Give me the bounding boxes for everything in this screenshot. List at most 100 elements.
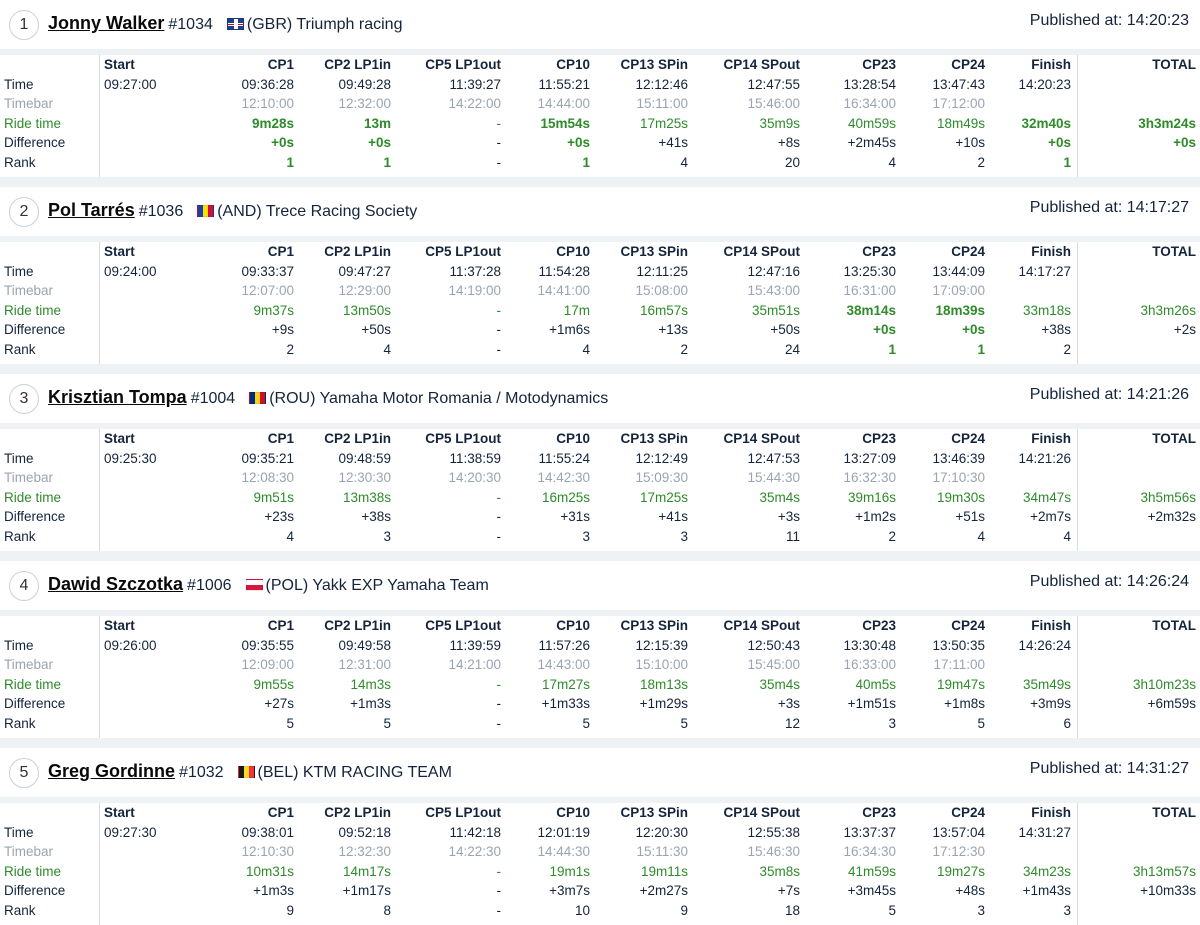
column-header-row: Start CP1 CP2 LP1in CP5 LP1out CP10 CP13 SPin…: [0, 242, 1200, 262]
cell-cp13-spin: 15:08:00: [635, 283, 688, 299]
cell-cp1: 1: [286, 154, 294, 170]
position-badge: 2: [9, 197, 39, 227]
rider-info: Dawid Szczotka #1006 (POL) Yakk EXP Yamaha…: [48, 574, 489, 595]
rider-name-link[interactable]: Greg Gordinne: [48, 761, 176, 781]
published-time: Published at: 14:21:26: [1030, 386, 1189, 404]
row-label: Timebar: [4, 96, 54, 112]
cell-cp13-spin: 9: [680, 902, 688, 918]
cell-cp13-spin: 12:12:49: [635, 450, 688, 466]
cell-cp14-spout: 18: [784, 902, 800, 918]
split-table: Start CP1 CP2 LP1in CP5 LP1out CP10 CP13 SPin…: [0, 242, 1200, 360]
column-header-row: Start CP1 CP2 LP1in CP5 LP1out CP10 CP13 SPin…: [0, 803, 1200, 823]
column-divider: [1077, 803, 1078, 925]
cell-cp10: 14:41:00: [537, 283, 590, 299]
pol-flag-icon: [245, 579, 263, 591]
cell-cp23: +3m45s: [847, 883, 896, 899]
published-time: Published at: 14:17:27: [1030, 199, 1189, 217]
column-header-cp10: CP10: [556, 57, 590, 72]
row-label: Difference: [4, 135, 66, 151]
column-header-cp13-spin: CP13 SPin: [620, 57, 688, 72]
cell-cp5-lp1out: 11:39:59: [449, 637, 501, 653]
cell-cp24: 4: [977, 528, 985, 544]
cell-cp10: 4: [582, 341, 590, 357]
published-value: 14:20:23: [1126, 12, 1189, 29]
rider-name-link[interactable]: Dawid Szczotka: [48, 574, 184, 594]
cell-cp14-spout: +8s: [777, 135, 800, 151]
split-table: Start CP1 CP2 LP1in CP5 LP1out CP10 CP13 SPin…: [0, 55, 1200, 173]
column-header-row: Start CP1 CP2 LP1in CP5 LP1out CP10 CP13 SPin…: [0, 55, 1200, 75]
table-row-timebar: Timebar 12:08:30 12:30:30 14:20:30 14:42:30 1…: [0, 468, 1200, 488]
column-header-cp1: CP1: [267, 57, 294, 72]
cell-finish: +38s: [1041, 322, 1071, 338]
cell-cp14-spout: 12:47:55: [747, 76, 800, 92]
column-divider: [1077, 55, 1078, 177]
cell-cp13-spin: 4: [680, 154, 688, 170]
cell-cp5-lp1out: 11:42:18: [449, 824, 501, 840]
cell-cp13-spin: +41s: [658, 135, 688, 151]
cell-cp1: +27s: [264, 696, 294, 712]
cell-cp24: +48s: [955, 883, 985, 899]
and-flag-icon: [197, 205, 215, 217]
column-divider: [99, 429, 100, 551]
cell-cp23: 41m59s: [847, 863, 896, 879]
cell-cp2-lp1in: +1m3s: [350, 696, 391, 712]
column-divider: [99, 616, 100, 738]
rider-team: Triumph racing: [296, 16, 403, 33]
cell-cp23: 1: [888, 341, 896, 357]
cell-cp13-spin: 5: [680, 715, 688, 731]
row-label: Rank: [4, 902, 36, 918]
cell-cp23: 13:30:48: [843, 637, 896, 653]
cell-cp23: +1m2s: [855, 509, 896, 525]
rider-name-link[interactable]: Pol Tarrés: [48, 200, 135, 220]
table-row-rank: Rank 4 3 - 3 3 11 2 4 4: [0, 527, 1200, 547]
cell-cp2-lp1in: 09:49:28: [338, 76, 391, 92]
cell-cp23: 13:25:30: [843, 263, 896, 279]
rider-name-link[interactable]: Jonny Walker: [48, 13, 165, 33]
cell-cp1: 12:09:00: [241, 657, 294, 673]
cell-cp1: +9s: [271, 322, 294, 338]
column-header-total: TOTAL: [1152, 57, 1196, 72]
cell-cp5-lp1out: 14:22:30: [448, 844, 501, 860]
cell-cp13-spin: 12:12:46: [635, 76, 688, 92]
cell-cp10: 10: [574, 902, 590, 918]
cell-cp1: 09:36:28: [241, 76, 294, 92]
cell-start: 09:27:00: [104, 76, 157, 92]
cell-cp14-spout: 12: [784, 715, 800, 731]
cell-cp2-lp1in: 5: [383, 715, 391, 731]
row-label: Difference: [4, 322, 66, 338]
column-header-cp14-spout: CP14 SPout: [723, 244, 800, 259]
cell-cp13-spin: 12:15:39: [635, 637, 688, 653]
cell-finish: +2m7s: [1030, 509, 1071, 525]
cell-cp2-lp1in: 12:30:30: [338, 470, 391, 486]
cell-cp13-spin: 15:10:00: [635, 657, 688, 673]
rider-info: Krisztian Tompa #1004 (ROU) Yamaha Motor R…: [48, 387, 608, 408]
cell-cp5-lp1out: 11:37:28: [449, 263, 501, 279]
rider-name-link[interactable]: Krisztian Tompa: [48, 387, 187, 407]
cell-cp13-spin: +2m27s: [639, 883, 688, 899]
row-label: Ride time: [4, 115, 62, 131]
cell-cp1: 2: [286, 341, 294, 357]
cell-cp5-lp1out: 11:38:59: [449, 450, 501, 466]
row-label: Ride time: [4, 863, 62, 879]
column-header-finish: Finish: [1031, 618, 1071, 633]
cell-cp24: +1m8s: [944, 696, 985, 712]
cell-cp1: 12:07:00: [241, 283, 294, 299]
cell-cp14-spout: +3s: [777, 696, 800, 712]
cell-cp14-spout: 35m4s: [759, 489, 800, 505]
rider-team: Yamaha Motor Romania / Motodynamics: [319, 390, 609, 407]
table-row-time: Time 09:25:30 09:35:21 09:48:59 11:38:59 11:5…: [0, 449, 1200, 469]
cell-finish: +3m9s: [1030, 696, 1071, 712]
split-table: Start CP1 CP2 LP1in CP5 LP1out CP10 CP13 SPin…: [0, 429, 1200, 547]
cell-cp14-spout: +7s: [777, 883, 800, 899]
column-header-total: TOTAL: [1152, 805, 1196, 820]
published-label: Published at:: [1029, 760, 1127, 777]
published-value: 14:31:27: [1126, 760, 1189, 777]
cell-cp2-lp1in: 09:49:58: [338, 637, 391, 653]
cell-cp2-lp1in: 12:31:00: [338, 657, 391, 673]
row-label: Timebar: [4, 844, 54, 860]
column-header-cp10: CP10: [556, 805, 590, 820]
rou-flag-icon: [249, 392, 267, 404]
column-header-cp23: CP23: [862, 244, 896, 259]
cell-cp13-spin: 19m11s: [640, 863, 688, 879]
cell-cp2-lp1in: 12:29:00: [338, 283, 391, 299]
